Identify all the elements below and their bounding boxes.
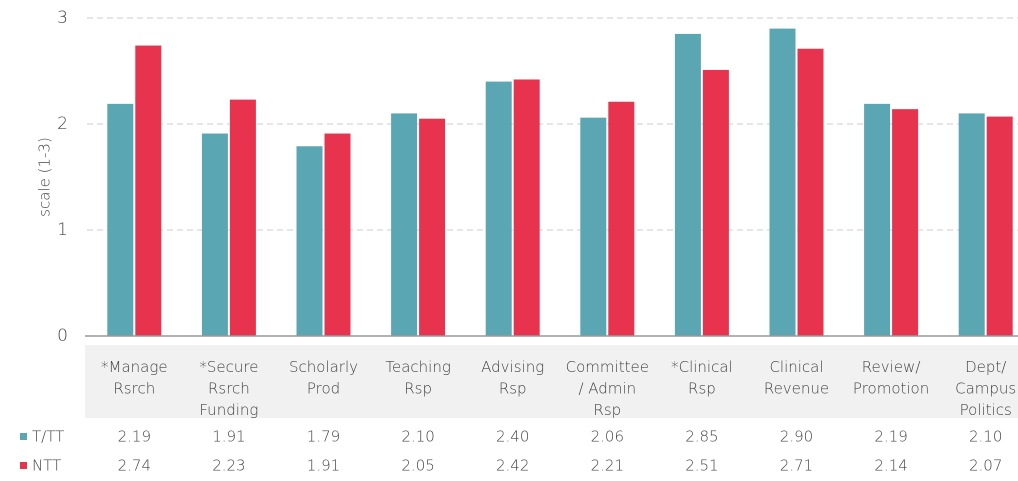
y-tick-label: 2	[57, 114, 68, 134]
x-tick-label: Teaching Rsp	[385, 358, 450, 398]
bar	[135, 45, 162, 337]
legend-swatch	[20, 462, 27, 469]
bar	[702, 69, 729, 336]
bar	[419, 118, 446, 336]
x-tick-label: *Clinical Rsp	[671, 358, 733, 398]
value-label: 2.21	[591, 457, 624, 475]
bar	[864, 103, 891, 336]
value-label: 2.51	[685, 457, 718, 475]
bar	[296, 146, 323, 336]
y-axis-label: scale (1-3)	[36, 137, 54, 217]
x-tick-label: Review/Promotion	[853, 358, 929, 398]
value-label: 2.10	[969, 428, 1002, 446]
bar	[229, 99, 256, 337]
value-label: 2.05	[401, 457, 434, 475]
bar	[513, 79, 540, 336]
y-tick-label: 0	[57, 326, 68, 346]
value-label: 2.19	[118, 428, 151, 446]
x-tick-label: *Secure Rsrch Funding	[199, 358, 258, 419]
bar	[769, 28, 796, 336]
value-label: 2.23	[212, 457, 245, 475]
bar	[324, 133, 351, 336]
value-label: 2.06	[591, 428, 624, 446]
category-band	[85, 345, 1018, 418]
bar	[485, 81, 512, 336]
value-label: 2.19	[874, 428, 907, 446]
bar	[608, 101, 635, 337]
y-tick-label: 3	[57, 8, 68, 28]
legend-label: T/TT	[32, 428, 64, 446]
bar	[107, 103, 134, 336]
value-label: 2.85	[685, 428, 718, 446]
x-tick-label: Advising Rsp	[481, 358, 544, 398]
value-label: 2.74	[118, 457, 151, 475]
bar	[797, 48, 824, 337]
bar	[986, 116, 1013, 336]
y-tick-label: 1	[57, 220, 68, 240]
value-label: 1.91	[212, 428, 245, 446]
x-tick-label: Dept/Campus Politics	[955, 358, 1016, 419]
bar	[892, 109, 919, 336]
bar	[674, 33, 701, 337]
bar	[958, 113, 985, 337]
x-tick-label: Scholarly Prod	[289, 358, 358, 398]
value-label: 2.07	[969, 457, 1002, 475]
legend-swatch	[20, 433, 27, 440]
value-label: 2.10	[401, 428, 434, 446]
x-tick-label: Committee / Admin Rsp	[566, 358, 649, 419]
value-label: 2.14	[874, 457, 907, 475]
bar	[580, 117, 607, 336]
value-label: 1.91	[307, 457, 340, 475]
bar	[391, 113, 418, 337]
value-label: 2.40	[496, 428, 529, 446]
x-tick-label: *Manage Rsrch	[101, 358, 168, 398]
bar	[201, 133, 228, 336]
value-label: 2.90	[780, 428, 813, 446]
value-label: 2.71	[780, 457, 813, 475]
x-tick-label: Clinical Revenue	[764, 358, 829, 398]
value-label: 1.79	[307, 428, 340, 446]
legend-label: NTT	[32, 457, 61, 475]
value-label: 2.42	[496, 457, 529, 475]
